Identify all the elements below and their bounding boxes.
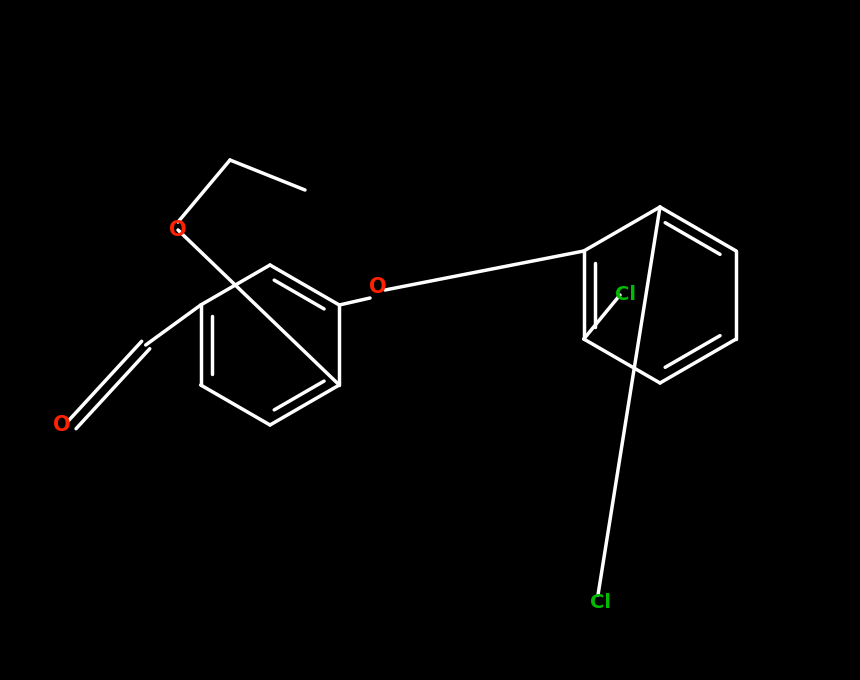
Text: O: O xyxy=(369,277,387,297)
Text: Cl: Cl xyxy=(590,594,611,613)
Text: O: O xyxy=(169,220,187,240)
Text: Cl: Cl xyxy=(615,286,636,305)
Text: O: O xyxy=(53,415,71,435)
